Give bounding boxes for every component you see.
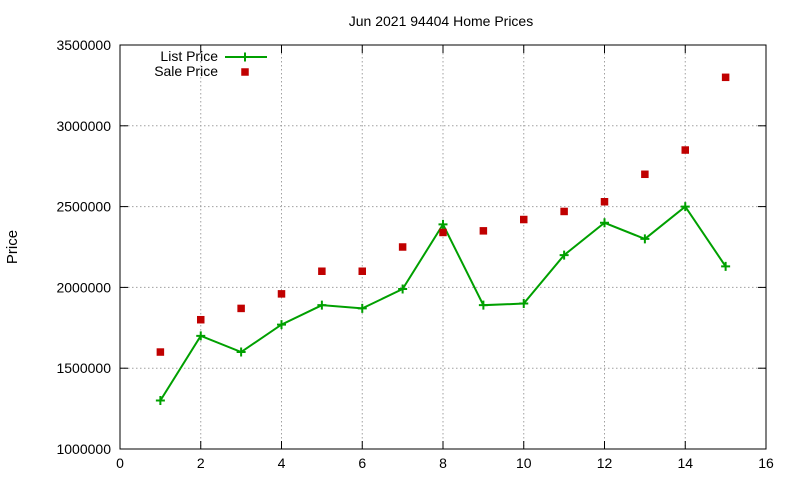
data-point-square xyxy=(439,228,447,237)
data-point-square xyxy=(398,243,407,251)
data-point-square xyxy=(600,198,609,206)
series-list-price xyxy=(155,202,731,406)
data-point-square xyxy=(358,267,366,275)
legend-item: List Price xyxy=(160,48,267,64)
y-tick-label: 3500000 xyxy=(56,37,111,53)
data-point-plus xyxy=(357,303,367,313)
data-point-plus xyxy=(196,331,206,341)
data-point-square xyxy=(197,315,205,324)
data-point-square xyxy=(681,146,689,154)
data-point-plus xyxy=(640,234,650,244)
data-point-plus xyxy=(438,219,448,229)
data-point-square xyxy=(318,267,326,275)
data-point-plus xyxy=(559,250,569,260)
series-sale-price xyxy=(156,73,730,356)
x-tick-label: 4 xyxy=(278,455,286,471)
data-point-square xyxy=(721,73,730,82)
x-tick-label: 16 xyxy=(758,455,774,471)
data-point-plus xyxy=(519,299,529,309)
data-point-square xyxy=(156,348,165,356)
data-point-square xyxy=(237,304,245,313)
x-tick-label: 10 xyxy=(516,455,532,471)
y-tick-label: 1500000 xyxy=(56,360,111,376)
plot-series xyxy=(155,73,731,406)
y-tick-label: 1000000 xyxy=(56,441,111,457)
y-tick-label: 2000000 xyxy=(56,279,111,295)
x-tick-label: 12 xyxy=(597,455,613,471)
data-point-square xyxy=(277,290,286,298)
data-point-plus xyxy=(317,300,327,310)
y-tick-label: 2500000 xyxy=(56,199,111,215)
grid-lines xyxy=(120,45,766,449)
data-point-plus xyxy=(600,218,609,228)
x-tick-label: 2 xyxy=(197,455,205,471)
x-tick-label: 0 xyxy=(116,455,124,471)
data-point-square xyxy=(479,227,488,235)
legend-item: Sale Price xyxy=(154,63,249,79)
legend-plus-marker xyxy=(240,52,250,62)
data-point-plus xyxy=(721,261,731,271)
data-point-plus xyxy=(236,347,246,357)
data-point-square xyxy=(520,215,528,224)
plot-frame xyxy=(119,44,767,450)
x-tick-label: 6 xyxy=(358,455,366,471)
legend-square-marker xyxy=(241,68,249,76)
data-point-square xyxy=(560,207,568,216)
data-point-square xyxy=(641,170,649,179)
y-axis-label: Price xyxy=(4,230,21,264)
data-point-plus xyxy=(277,320,286,330)
data-point-plus xyxy=(478,300,488,310)
x-tick-label: 8 xyxy=(439,455,447,471)
legend-label: Sale Price xyxy=(154,63,218,79)
data-point-plus xyxy=(155,396,165,406)
x-tick-label: 14 xyxy=(677,455,693,471)
data-point-plus xyxy=(398,284,408,294)
legend-label: List Price xyxy=(160,48,218,64)
data-point-plus xyxy=(680,202,690,212)
axes: 1000000 1500000 2000000 2500000 3000000 35000… xyxy=(56,37,774,471)
y-tick-label: 3000000 xyxy=(56,118,111,134)
chart-title: Jun 2021 94404 Home Prices xyxy=(349,13,533,29)
